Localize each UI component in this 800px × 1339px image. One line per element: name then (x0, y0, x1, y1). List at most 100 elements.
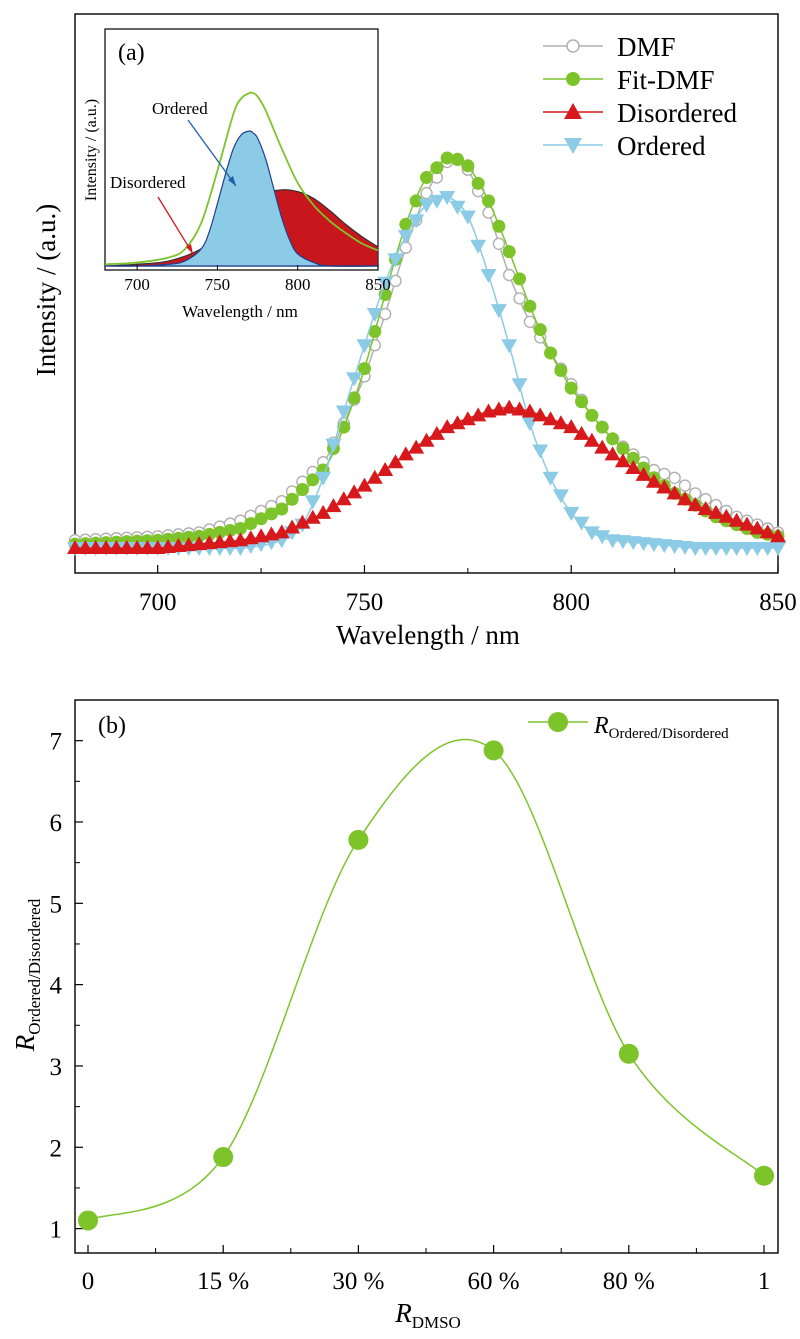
data-point-fit-dmf (595, 420, 609, 434)
y-tick-label: 6 (50, 810, 63, 837)
data-point-fit-dmf (606, 432, 620, 446)
data-point-disordered (387, 454, 404, 469)
data-point-disordered (67, 540, 83, 554)
data-point-dmf (678, 479, 692, 492)
y-tick-label: 1 (50, 1217, 63, 1244)
legend-label-r: ROrdered/Disordered (593, 713, 729, 742)
data-point-disordered (511, 401, 528, 416)
data-point-fit-dmf (399, 217, 413, 231)
data-point-r-ordered-disordered (213, 1147, 234, 1168)
data-point-ordered (470, 239, 487, 254)
data-point-ordered (563, 506, 580, 521)
panel-b-y-axis-label: ROrdered/Disordered (10, 898, 44, 1052)
data-point-r-ordered-disordered (754, 1165, 774, 1186)
data-point-ordered (770, 542, 786, 556)
data-point-fit-dmf (502, 245, 516, 259)
data-point-disordered (304, 509, 321, 524)
data-point-fit-dmf (544, 346, 558, 360)
data-point-ordered (387, 253, 404, 268)
panel-a-spectra-chart: 700 750 800 850 Wavelength / nm Intensity /… (31, 13, 797, 650)
data-point-ordered (346, 372, 363, 387)
legend-label-disordered: Disordered (617, 98, 737, 128)
data-point-disordered (408, 439, 425, 454)
data-point-disordered (98, 540, 115, 554)
data-point-disordered (129, 540, 146, 554)
data-point-disordered (656, 479, 673, 494)
series-line-r-ordered-disordered (87, 738, 765, 1222)
data-point-fit-dmf (264, 507, 278, 521)
data-point-fit-dmf (513, 272, 527, 286)
data-point-fit-dmf (451, 152, 465, 166)
data-point-disordered (397, 446, 414, 461)
data-point-disordered (770, 528, 786, 543)
inset-annotation-ordered: Ordered (152, 99, 208, 118)
data-point-disordered (707, 504, 724, 519)
data-point-disordered (594, 439, 611, 454)
panel-b-plot-frame (74, 699, 779, 1254)
data-point-ordered (501, 339, 518, 354)
data-point-ordered (325, 438, 342, 453)
data-point-ordered (335, 405, 352, 420)
data-point-fit-dmf (202, 527, 216, 541)
data-point-fit-dmf (471, 176, 485, 190)
panel-b-x-axis-label: RDMSO (394, 1298, 461, 1332)
inset-area-ordered (104, 130, 379, 267)
legend-entry-disordered: Disordered (543, 98, 737, 128)
data-point-disordered (501, 399, 518, 414)
data-point-dmf (492, 237, 506, 251)
y-tick-label: 2 (50, 1135, 63, 1162)
inset-fit-curve (104, 91, 379, 266)
data-point-ordered (738, 542, 755, 556)
data-point-fit-dmf (554, 364, 568, 378)
data-point-r-ordered-disordered (483, 740, 504, 761)
inset-arrow-disordered (157, 196, 194, 255)
data-point-ordered (315, 471, 332, 486)
data-point-ordered (594, 530, 611, 545)
data-point-disordered (676, 491, 693, 506)
data-point-dmf (513, 292, 526, 305)
data-point-dmf (523, 315, 537, 328)
x-tick-label: 850 (759, 589, 797, 616)
data-point-ordered (759, 542, 776, 556)
panel-a-legend: DMF Fit-DMF Disordered Ordered (543, 32, 737, 161)
data-point-disordered (449, 415, 466, 430)
data-point-disordered (139, 540, 156, 554)
data-point-ordered (583, 526, 600, 541)
inset-arrow-ordered (187, 119, 237, 187)
inset-x-tick-label: 850 (365, 275, 391, 294)
panel-a-plot-frame (74, 13, 779, 574)
data-point-disordered (356, 477, 373, 492)
data-point-ordered (552, 489, 569, 504)
legend-entry-fit-dmf: Fit-DMF (543, 65, 715, 95)
inset-x-ticks: 700 750 800 850 (124, 265, 391, 294)
data-point-disordered (77, 540, 94, 554)
panel-a-label: (a) (118, 40, 145, 66)
data-point-fit-dmf (409, 194, 423, 208)
data-point-fit-dmf (285, 492, 299, 506)
data-point-disordered (718, 508, 735, 523)
data-point-disordered (614, 453, 631, 468)
y-tick-label: 7 (50, 729, 63, 756)
data-point-disordered (583, 432, 600, 447)
data-point-disordered (284, 519, 301, 534)
panel-b-legend: ROrdered/Disordered (528, 712, 729, 742)
data-point-disordered (542, 411, 559, 426)
data-point-disordered (315, 504, 332, 519)
panel-a-y-axis-label: Intensity / (a.u.) (31, 204, 61, 376)
inset-x-tick-label: 800 (285, 275, 311, 294)
data-point-fit-dmf (533, 323, 547, 337)
panel-b-y-label-main: R (10, 1034, 40, 1052)
data-point-fit-dmf (213, 525, 227, 539)
data-point-ordered (707, 542, 724, 556)
data-point-disordered (635, 466, 652, 481)
data-point-disordered (439, 419, 456, 434)
data-point-ordered (356, 339, 373, 354)
inset-x-axis-label: Wavelength / nm (182, 302, 298, 321)
data-point-disordered (428, 425, 445, 440)
data-point-disordered (563, 419, 580, 434)
data-point-fit-dmf (575, 395, 589, 409)
data-point-ordered (439, 191, 456, 205)
data-point-ordered (687, 542, 704, 556)
